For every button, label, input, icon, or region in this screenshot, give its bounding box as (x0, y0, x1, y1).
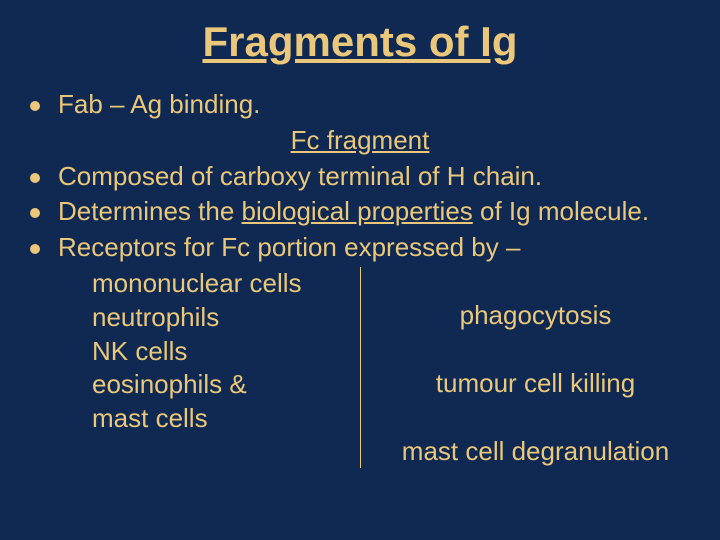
bullet-row: Receptors for Fc portion expressed by – (30, 231, 690, 265)
bullet-icon (30, 173, 40, 183)
subheading: Fc fragment (30, 124, 690, 158)
bullet-row: Determines the biological properties of … (30, 195, 690, 229)
slide: Fragments of Ig Fab – Ag binding. Fc fra… (0, 0, 720, 540)
left-column: mononuclear cells neutrophils NK cells e… (92, 267, 361, 468)
right-column: phagocytosis tumour cell killing mast ce… (361, 267, 690, 468)
bullet-icon (30, 101, 40, 111)
two-column-list: mononuclear cells neutrophils NK cells e… (92, 267, 690, 468)
list-item: mononuclear cells (92, 267, 352, 301)
slide-body: Fab – Ag binding. Fc fragment Composed o… (30, 88, 690, 468)
bullet-text: Receptors for Fc portion expressed by – (58, 231, 690, 265)
list-item: mast cell degranulation (381, 435, 690, 469)
list-item: tumour cell killing (381, 367, 690, 401)
text-fragment: Determines the (58, 196, 242, 226)
bullet-text: Fab – Ag binding. (58, 88, 690, 122)
slide-title: Fragments of Ig (30, 18, 690, 66)
bullet-row: Composed of carboxy terminal of H chain. (30, 160, 690, 194)
bullet-icon (30, 208, 40, 218)
bullet-text: Determines the biological properties of … (58, 195, 690, 229)
text-fragment: of Ig molecule. (473, 196, 649, 226)
bullet-row: Fab – Ag binding. (30, 88, 690, 122)
bullet-text: Composed of carboxy terminal of H chain. (58, 160, 690, 194)
list-item: NK cells (92, 335, 352, 369)
list-item: mast cells (92, 402, 352, 436)
list-item: eosinophils & (92, 368, 352, 402)
list-item: neutrophils (92, 301, 352, 335)
bullet-icon (30, 244, 40, 254)
list-item: phagocytosis (381, 299, 690, 333)
underlined-text: biological properties (242, 196, 473, 226)
